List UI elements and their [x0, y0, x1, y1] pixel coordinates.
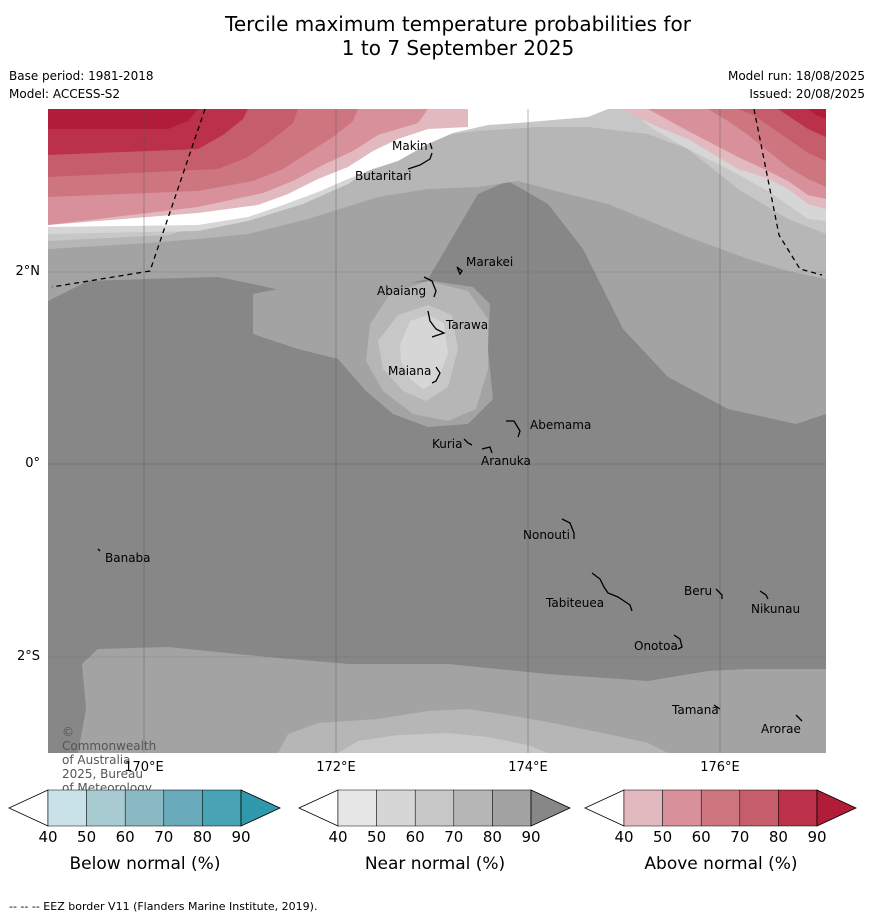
place-label-tabiteuea: Tabiteuea — [546, 596, 605, 610]
colorbar-above-normal-segment — [662, 789, 702, 827]
colorbar-tick-label: 50 — [367, 828, 387, 846]
colorbar-near-normal-segment — [414, 789, 455, 827]
colorbar-tick-label: 40 — [614, 828, 634, 846]
colorbar-above-normal-low-extend — [584, 789, 625, 827]
colorbar-near-normal-segment — [492, 789, 532, 827]
colorbar-above-normal-segment — [778, 789, 818, 827]
place-label-aranuka: Aranuka — [481, 454, 531, 468]
colorbar-tick-label: 90 — [521, 828, 541, 846]
colorbar-tick-label: 80 — [482, 828, 502, 846]
colorbar-tick-label: 60 — [115, 828, 135, 846]
issued-date: Issued: 20/08/2025 — [749, 87, 865, 101]
above-normal-90-zone-west — [48, 109, 198, 129]
colorbar-tick-label: 50 — [77, 828, 97, 846]
place-label-nonouti: Nonouti — [523, 528, 570, 542]
map-title: Tercile maximum temperature probabilitie… — [0, 12, 873, 60]
lat-label-2n: 2°N — [15, 264, 41, 279]
eez-border-east — [753, 109, 823, 276]
colorbar-tick-label: 50 — [653, 828, 673, 846]
colorbar-tick-label: 40 — [328, 828, 348, 846]
colorbar-near-normal-segment — [376, 789, 416, 827]
colorbar-tick-label: 60 — [405, 828, 425, 846]
base-period: Base period: 1981-2018 — [9, 69, 154, 83]
colorbar-below-normal-segment — [163, 789, 203, 827]
place-label-makin: Makin — [392, 139, 428, 153]
colorbar-below-normal — [8, 789, 281, 827]
place-label-tarawa: Tarawa — [446, 318, 489, 332]
lon-label-172e: 172°E — [316, 760, 356, 775]
near-normal-80-zone-south — [78, 647, 826, 753]
colorbar-above-normal-segment — [739, 789, 779, 827]
place-label-butaritari: Butaritari — [355, 169, 412, 183]
place-label-onotoa: Onotoa — [634, 639, 678, 653]
colorbar-below-normal-segment — [47, 789, 87, 827]
model-run: Model run: 18/08/2025 — [727, 69, 865, 83]
colorbar-below-normal-segment — [202, 789, 242, 827]
eez-border-west — [51, 109, 206, 288]
colorbar-below-normal-low-extend — [8, 789, 49, 827]
lon-label-176e: 176°E — [700, 760, 740, 775]
above-normal-80-zone-east — [778, 109, 826, 137]
colorbar-above-normal-segment — [623, 789, 663, 827]
above-normal-90-zone-east — [808, 109, 826, 119]
lat-label-2s: 2°S — [16, 649, 40, 664]
colorbars — [8, 789, 857, 827]
colorbar-tick-label: 90 — [231, 828, 251, 846]
colorbar-tick-label: 90 — [807, 828, 827, 846]
colorbar-tick-label: 70 — [444, 828, 464, 846]
place-label-abaiang: Abaiang — [377, 284, 427, 298]
colorbar-near-normal — [298, 789, 571, 827]
colorbar-near-normal-segment — [337, 789, 377, 827]
colorbar-near-normal-segment — [453, 789, 493, 827]
near-normal-50-zone — [400, 315, 448, 389]
colorbar-title-near-normal: Near normal (%) — [364, 854, 506, 874]
model-name: Model: ACCESS-S2 — [9, 87, 121, 101]
eez-footnote: -- -- -- EEZ border V11 (Flanders Marine… — [9, 900, 318, 913]
title-line-2: 1 to 7 September 2025 — [341, 36, 575, 60]
place-label-tamana: Tamana — [672, 703, 719, 717]
colorbar-near-normal-low-extend — [298, 789, 339, 827]
meta-left: Base period: 1981-2018 Model: ACCESS-S2 — [9, 67, 154, 103]
place-label-marakei: Marakei — [466, 255, 514, 269]
colorbar-tick-label: 70 — [154, 828, 174, 846]
place-label-beru: Beru — [684, 584, 713, 598]
colorbar-title-above-normal: Above normal (%) — [644, 854, 798, 874]
colorbar-below-normal-segment — [124, 789, 165, 827]
lat-label-0: 0° — [25, 456, 40, 471]
lon-label-170e: 170°E — [124, 760, 164, 775]
place-label-kuria: Kuria — [432, 437, 463, 451]
colorbar-below-normal-high-extend — [240, 789, 281, 827]
place-label-arorae: Arorae — [761, 722, 801, 736]
place-label-maiana: Maiana — [388, 364, 432, 378]
title-line-1: Tercile maximum temperature probabilitie… — [225, 12, 691, 36]
colorbar-tick-label: 40 — [38, 828, 58, 846]
lon-label-174e: 174°E — [508, 760, 548, 775]
colorbar-tick-label: 80 — [768, 828, 788, 846]
colorbar-near-normal-high-extend — [530, 789, 571, 827]
probability-map — [48, 109, 826, 753]
meta-right: Model run: 18/08/2025 Issued: 20/08/2025 — [728, 67, 865, 103]
colorbar-above-normal-high-extend — [816, 789, 857, 827]
colorbar-tick-label: 80 — [192, 828, 212, 846]
colorbar-tick-label: 70 — [730, 828, 750, 846]
colorbar-above-normal — [584, 789, 857, 827]
place-label-banaba: Banaba — [105, 551, 151, 565]
island-outlines — [97, 142, 803, 722]
colorbar-above-normal-segment — [700, 789, 741, 827]
place-label-nikunau: Nikunau — [751, 602, 801, 616]
colorbar-below-normal-segment — [86, 789, 126, 827]
near-normal-60-zone-south — [338, 733, 548, 753]
colorbar-title-below-normal: Below normal (%) — [69, 854, 221, 874]
graticule — [48, 109, 826, 753]
colorbar-tick-label: 60 — [691, 828, 711, 846]
place-label-abemama: Abemama — [530, 418, 592, 432]
